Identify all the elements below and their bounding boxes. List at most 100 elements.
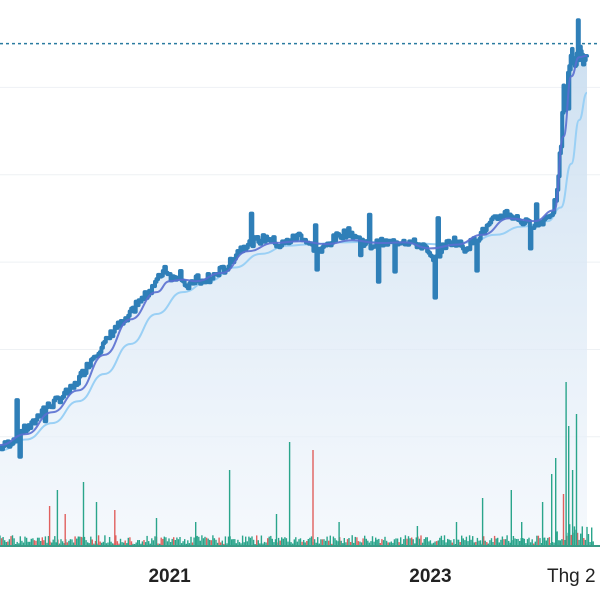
volume-bar-152 bbox=[237, 539, 239, 546]
volume-bar-173 bbox=[270, 535, 272, 546]
volume-bar-39 bbox=[60, 539, 62, 546]
volume-bar-342 bbox=[534, 541, 536, 546]
volume-bar-231 bbox=[360, 542, 363, 546]
volume-bar-296 bbox=[462, 538, 464, 546]
volume-bar-1 bbox=[0, 538, 3, 546]
volume-bar-304 bbox=[475, 541, 477, 546]
volume-bar-63 bbox=[97, 535, 100, 546]
volume-bar-373 bbox=[583, 538, 585, 546]
volume-bar-9 bbox=[13, 538, 15, 546]
volume-bar-136 bbox=[212, 535, 214, 546]
volume-bar-113 bbox=[176, 537, 178, 546]
volume-bar-68 bbox=[105, 543, 108, 546]
volume-bar-268 bbox=[418, 538, 421, 546]
volume-bar-210 bbox=[328, 540, 330, 546]
volume-bar-72 bbox=[112, 543, 114, 546]
volume-bar-143 bbox=[223, 543, 225, 546]
volume-bar-290 bbox=[453, 539, 455, 546]
volume-bar-330 bbox=[515, 539, 518, 546]
volume-bar-120 bbox=[187, 540, 189, 546]
volume-bar-153 bbox=[238, 542, 241, 546]
volume-bar-219 bbox=[342, 543, 344, 546]
volume-bar-212 bbox=[331, 543, 333, 546]
volume-spike-11 bbox=[312, 450, 314, 546]
volume-bar-130 bbox=[202, 538, 205, 546]
volume-bar-102 bbox=[159, 543, 161, 546]
volume-bar-160 bbox=[249, 537, 252, 546]
volume-bar-246 bbox=[384, 536, 386, 546]
volume-bar-188 bbox=[293, 539, 295, 546]
volume-bar-187 bbox=[292, 543, 294, 546]
volume-bar-87 bbox=[135, 542, 137, 546]
volume-bar-38 bbox=[58, 543, 61, 546]
volume-bar-84 bbox=[130, 541, 133, 546]
volume-bar-48 bbox=[74, 536, 76, 546]
volume-bar-288 bbox=[450, 540, 452, 546]
volume-spike-25 bbox=[575, 414, 578, 546]
volume-bar-216 bbox=[337, 541, 339, 546]
volume-bar-300 bbox=[468, 535, 471, 546]
volume-spike-17 bbox=[521, 522, 523, 546]
volume-bar-175 bbox=[273, 542, 275, 546]
volume-spike-12 bbox=[338, 522, 340, 546]
volume-bar-278 bbox=[434, 541, 436, 546]
volume-bar-203 bbox=[317, 537, 319, 546]
volume-bar-208 bbox=[324, 540, 327, 546]
volume-bar-103 bbox=[160, 537, 162, 546]
volume-bar-326 bbox=[509, 542, 511, 546]
volume-bar-354 bbox=[553, 542, 555, 546]
volume-bar-236 bbox=[368, 542, 371, 546]
volume-bar-151 bbox=[235, 543, 237, 546]
volume-bar-318 bbox=[497, 537, 499, 546]
volume-bar-83 bbox=[129, 537, 131, 546]
volume-bar-240 bbox=[375, 537, 377, 546]
volume-bar-112 bbox=[174, 540, 176, 546]
volume-bar-230 bbox=[359, 541, 361, 546]
volume-bar-281 bbox=[439, 537, 441, 546]
volume-bar-198 bbox=[309, 537, 311, 546]
volume-bar-266 bbox=[415, 537, 417, 546]
volume-bar-94 bbox=[146, 535, 148, 546]
volume-bar-96 bbox=[149, 543, 151, 546]
volume-bar-201 bbox=[313, 539, 316, 546]
volume-bar-186 bbox=[290, 542, 292, 546]
volume-bar-285 bbox=[445, 542, 447, 546]
volume-bar-270 bbox=[421, 542, 424, 546]
price-line[interactable] bbox=[0, 18, 589, 459]
volume-bar-273 bbox=[426, 537, 428, 546]
volume-bar-35 bbox=[54, 536, 56, 546]
volume-bar-262 bbox=[409, 538, 411, 546]
volume-bar-156 bbox=[243, 542, 245, 546]
volume-bar-305 bbox=[476, 537, 479, 546]
volume-spike-21 bbox=[562, 494, 565, 546]
volume-bar-8 bbox=[11, 535, 14, 546]
volume-bar-235 bbox=[367, 540, 369, 546]
volume-bar-6 bbox=[8, 539, 11, 546]
volume-bar-244 bbox=[381, 539, 383, 546]
volume-spike-4 bbox=[95, 502, 98, 546]
volume-bar-202 bbox=[315, 542, 317, 546]
volume-bar-260 bbox=[406, 538, 408, 546]
volume-bar-44 bbox=[68, 540, 70, 546]
volume-bar-365 bbox=[570, 534, 572, 546]
volume-bar-135 bbox=[210, 540, 212, 546]
volume-bar-284 bbox=[443, 535, 446, 546]
volume-bar-189 bbox=[295, 537, 297, 546]
volume-bar-69 bbox=[107, 542, 109, 546]
volume-bar-71 bbox=[110, 541, 112, 546]
volume-bar-81 bbox=[126, 543, 128, 546]
volume-bar-59 bbox=[91, 539, 93, 546]
volume-bar-75 bbox=[116, 541, 119, 546]
volume-bar-359 bbox=[561, 539, 563, 546]
volume-bar-116 bbox=[180, 543, 183, 546]
volume-spike-7 bbox=[195, 522, 197, 546]
volume-bar-350 bbox=[547, 537, 549, 546]
volume-bar-14 bbox=[21, 540, 23, 546]
volume-bar-238 bbox=[371, 536, 374, 546]
volume-bar-179 bbox=[279, 540, 281, 546]
volume-bar-280 bbox=[437, 540, 439, 546]
volume-bar-379 bbox=[592, 541, 594, 546]
volume-bar-34 bbox=[52, 539, 54, 546]
volume-bar-146 bbox=[227, 536, 230, 546]
